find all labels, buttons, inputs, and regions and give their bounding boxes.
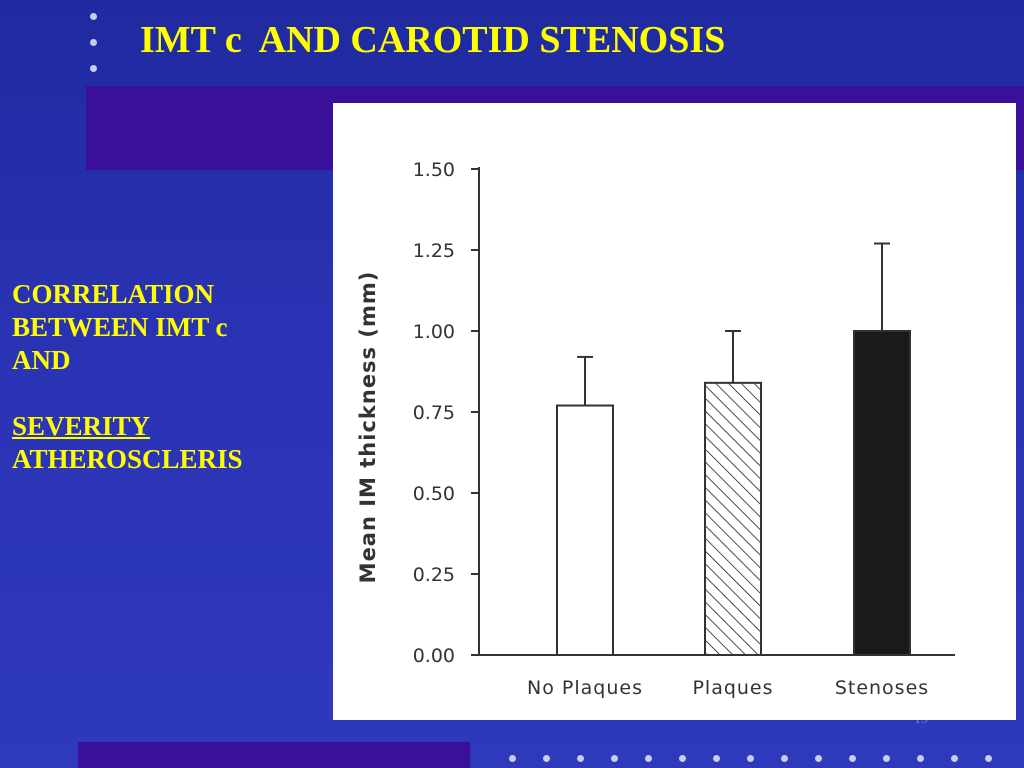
y-tick-label: 0.00 <box>413 645 455 667</box>
decor-dot <box>577 755 584 762</box>
y-tick-label: 1.25 <box>413 240 455 262</box>
side-text-line: ATHEROSCLERIS <box>12 444 243 474</box>
side-text-line: BETWEEN IMT c <box>12 312 228 342</box>
decor-dot <box>917 755 924 762</box>
decor-dot <box>90 65 97 72</box>
x-category-label: No Plaques <box>527 677 643 699</box>
bottom-accent-band <box>78 742 470 768</box>
decor-dot <box>713 755 720 762</box>
bar-plaques <box>704 381 762 656</box>
decor-dot <box>679 755 686 762</box>
y-axis-label: Mean IM thickness (mm) <box>356 271 380 584</box>
decor-dot <box>951 755 958 762</box>
bar-no-plaques <box>556 404 614 656</box>
decor-dot <box>645 755 652 762</box>
decor-dot <box>90 39 97 46</box>
y-tick-label: 1.50 <box>413 159 455 181</box>
decor-dot <box>883 755 890 762</box>
slide-title: IMT c AND CAROTID STENOSIS <box>140 19 726 61</box>
decor-dot <box>781 755 788 762</box>
side-text-line: CORRELATION <box>12 279 215 309</box>
x-category-label: Stenoses <box>835 677 929 699</box>
y-tick-label: 0.50 <box>413 483 455 505</box>
decor-dot <box>90 13 97 20</box>
x-category-label: Plaques <box>692 677 773 699</box>
bar-chart: 0.00 0.25 0.50 0.75 1.00 1.25 1.50 Mean IM thic… <box>356 159 955 699</box>
side-text-line-underlined: SEVERITY <box>12 411 151 441</box>
side-text-block: CORRELATION BETWEEN IMT c AND SEVERITY A… <box>12 278 322 476</box>
bar-stenoses <box>853 330 911 656</box>
decor-dot <box>815 755 822 762</box>
decor-dot <box>985 755 992 762</box>
decor-dot <box>849 755 856 762</box>
side-text-line: AND <box>12 345 71 375</box>
decor-dot <box>509 755 516 762</box>
decor-dot <box>543 755 550 762</box>
side-text-spacer <box>12 377 322 410</box>
y-tick-label: 0.75 <box>413 402 455 424</box>
decor-dot <box>611 755 618 762</box>
chart-panel: 0.00 0.25 0.50 0.75 1.00 1.25 1.50 Mean IM thic… <box>333 103 1016 720</box>
decor-dot <box>747 755 754 762</box>
y-tick-label: 0.25 <box>413 564 455 586</box>
y-tick-label: 1.00 <box>413 321 455 343</box>
